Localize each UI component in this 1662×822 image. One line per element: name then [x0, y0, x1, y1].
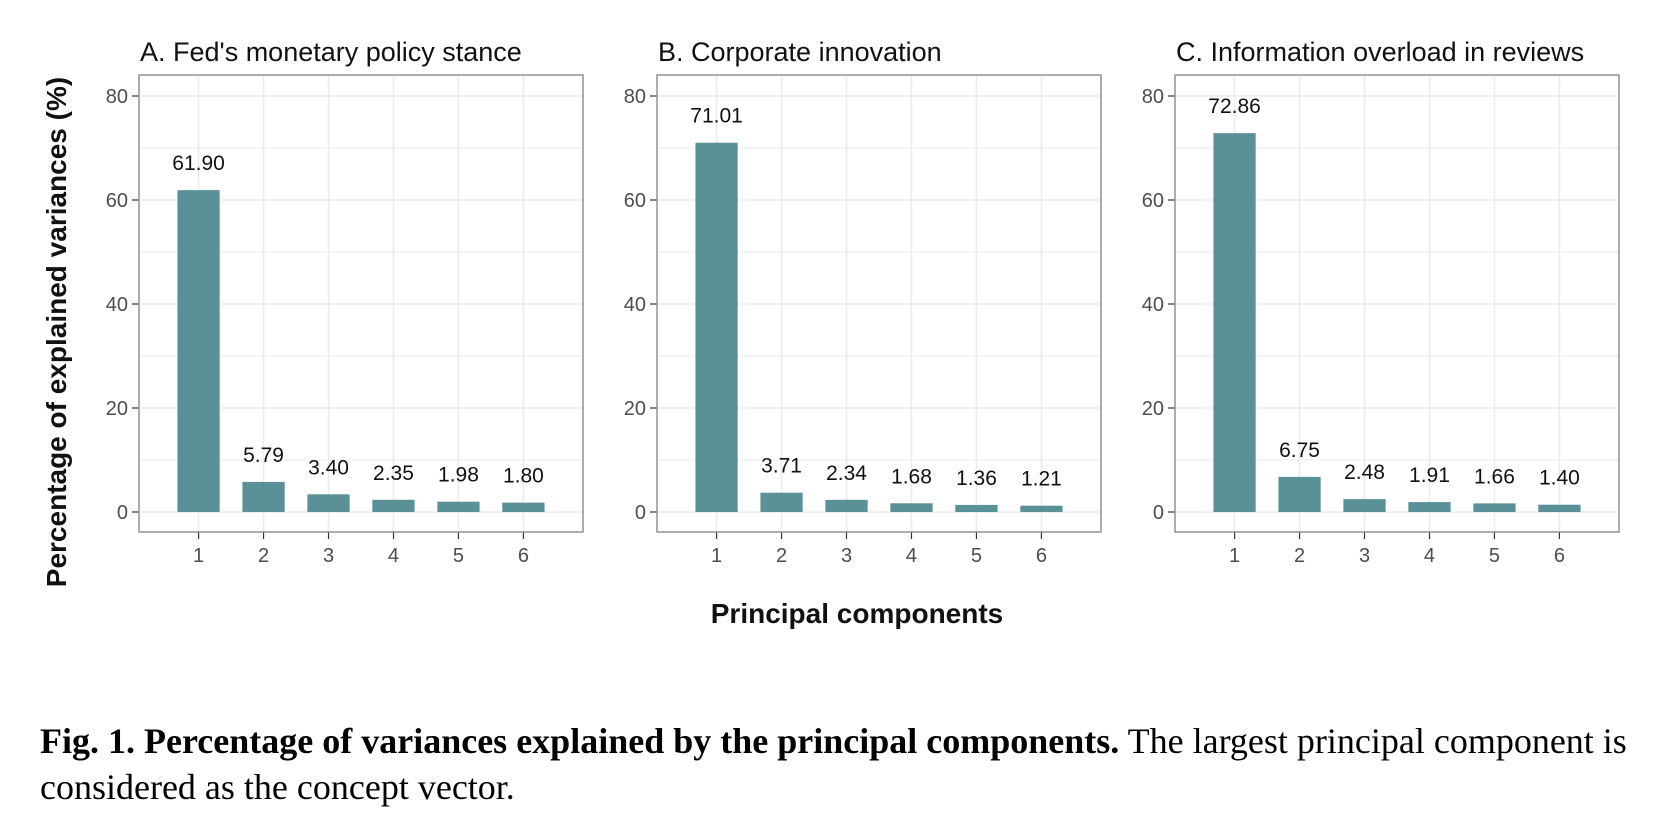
- y-tick-label: 80: [1142, 86, 1164, 108]
- data-label: 3.71: [761, 455, 802, 478]
- x-tick-label: 5: [971, 545, 982, 567]
- bar: [307, 494, 350, 512]
- data-label: 1.68: [891, 465, 932, 488]
- panel-border: [1174, 74, 1620, 533]
- bar: [372, 499, 415, 512]
- y-tick-label: 0: [117, 502, 128, 524]
- y-tick-label: 80: [624, 86, 646, 108]
- bar: [1278, 476, 1321, 512]
- x-tick-label: 3: [323, 545, 334, 567]
- bar: [177, 190, 220, 512]
- panel-title: A. Fed's monetary policy stance: [140, 37, 522, 67]
- bar: [1343, 499, 1386, 512]
- bar: [1020, 505, 1063, 512]
- bar: [1213, 133, 1256, 513]
- chart-panel-3: 0 20 40 60 80 72.86 6.75 2.48 1.91 1.66 1.40 1 2 3 4 5 6…: [1142, 37, 1620, 567]
- data-label: 72.86: [1208, 95, 1261, 118]
- caption-text: The largest principal component is consi…: [40, 721, 1627, 807]
- data-label: 1.98: [438, 464, 479, 487]
- bar: [760, 492, 803, 512]
- x-tick-label: 4: [1424, 545, 1435, 567]
- data-label: 6.75: [1279, 439, 1320, 462]
- x-tick-label: 2: [1294, 545, 1305, 567]
- x-tick-label: 4: [906, 545, 917, 567]
- caption-title: Fig. 1. Percentage of variances explaine…: [40, 721, 1120, 761]
- x-tick-label: 6: [518, 545, 529, 567]
- bar: [242, 481, 285, 512]
- bar: [1473, 503, 1516, 512]
- x-axis-title: Principal components: [711, 598, 1004, 629]
- panel-border: [656, 74, 1102, 533]
- figure: Percentage of explained variances (%) Pr…: [41, 37, 1620, 629]
- figure-caption: Fig. 1. Percentage of variances explaine…: [40, 718, 1640, 810]
- x-tick-label: 5: [453, 545, 464, 567]
- data-label: 1.80: [503, 465, 544, 488]
- chart-panel-1: 0 20 40 60 80 61.90 5.79 3.40 2.35 1.98 1.80 1 2 3 4 5 6…: [106, 37, 584, 567]
- chart-panel-2: 0 20 40 60 80 71.01 3.71 2.34 1.68 1.36 1.21 1 2 3 4 5 6…: [624, 37, 1102, 567]
- data-label: 1.36: [956, 467, 997, 490]
- data-label: 2.34: [826, 462, 867, 485]
- bar: [825, 499, 868, 512]
- data-label: 5.79: [243, 444, 284, 467]
- data-label: 1.21: [1021, 468, 1062, 491]
- data-label: 61.90: [172, 152, 225, 175]
- y-tick-label: 60: [624, 190, 646, 212]
- bar: [437, 501, 480, 512]
- y-axis-title: Percentage of explained variances (%): [41, 77, 72, 587]
- y-tick-label: 20: [624, 398, 646, 420]
- y-tick-label: 0: [635, 502, 646, 524]
- x-tick-label: 1: [1229, 545, 1240, 567]
- y-tick-label: 40: [1142, 294, 1164, 316]
- y-tick-label: 60: [106, 190, 128, 212]
- bar: [1538, 504, 1581, 512]
- y-tick-label: 20: [106, 398, 128, 420]
- x-tick-label: 4: [388, 545, 399, 567]
- bar: [890, 503, 933, 512]
- data-label: 1.66: [1474, 465, 1515, 488]
- panel-border: [138, 74, 584, 533]
- y-tick-label: 80: [106, 86, 128, 108]
- x-tick-label: 3: [841, 545, 852, 567]
- data-label: 2.48: [1344, 461, 1385, 484]
- data-label: 1.40: [1539, 467, 1580, 490]
- panel-title: B. Corporate innovation: [658, 37, 942, 67]
- x-tick-label: 3: [1359, 545, 1370, 567]
- x-tick-label: 1: [193, 545, 204, 567]
- y-tick-label: 40: [106, 294, 128, 316]
- data-label: 2.35: [373, 462, 414, 485]
- x-tick-label: 2: [776, 545, 787, 567]
- bar: [502, 502, 545, 512]
- bar: [1408, 502, 1451, 512]
- data-label: 1.91: [1409, 464, 1450, 487]
- bar: [695, 142, 738, 513]
- x-tick-label: 2: [258, 545, 269, 567]
- y-tick-label: 40: [624, 294, 646, 316]
- y-tick-label: 60: [1142, 190, 1164, 212]
- x-tick-label: 1: [711, 545, 722, 567]
- x-tick-label: 6: [1554, 545, 1565, 567]
- panel-title: C. Information overload in reviews: [1176, 37, 1584, 67]
- data-label: 3.40: [308, 456, 349, 479]
- x-tick-label: 6: [1036, 545, 1047, 567]
- data-label: 71.01: [690, 105, 743, 128]
- y-tick-label: 0: [1153, 502, 1164, 524]
- y-tick-label: 20: [1142, 398, 1164, 420]
- x-tick-label: 5: [1489, 545, 1500, 567]
- bar: [955, 504, 998, 512]
